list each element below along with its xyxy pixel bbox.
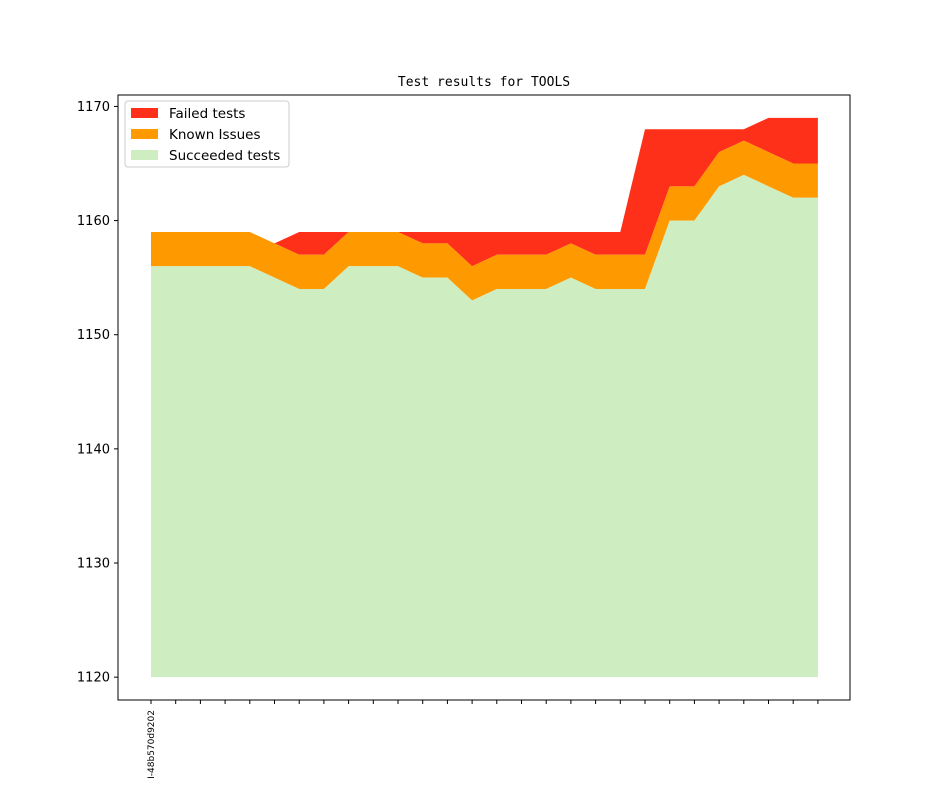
legend-box [124,100,290,168]
succeeded-tests-area [151,174,818,678]
legend-swatch-known-issues [131,129,158,139]
y-tick-label: 1130 [77,557,110,572]
x-axis-ticks: I-48b570d9202 [147,700,819,779]
x-tick-label: I-48b570d9202 [147,710,157,779]
plot-frame [117,94,851,701]
y-tick-label: 1140 [77,442,110,457]
legend: Failed tests Known Issues Succeeded tests [124,100,290,168]
y-tick-label: 1120 [77,671,110,686]
legend-swatch-failed-tests [131,108,158,118]
legend-swatch-succeeded-tests [131,150,158,160]
y-tick-label: 1150 [77,328,110,343]
y-tick-label: 1160 [77,214,110,229]
chart-title: Test results for TOOLS [398,75,570,90]
legend-label-failed-tests: Failed tests [169,106,245,122]
known-issues-area [151,140,818,301]
area-layers [151,117,818,678]
legend-label-succeeded-tests: Succeeded tests [169,148,280,164]
legend-label-known-issues: Known Issues [169,127,261,143]
failed-tests-area [151,117,818,267]
y-axis-ticks: 1120 1130 1140 1150 1160 1170 [77,100,118,686]
y-tick-label: 1170 [77,100,110,115]
